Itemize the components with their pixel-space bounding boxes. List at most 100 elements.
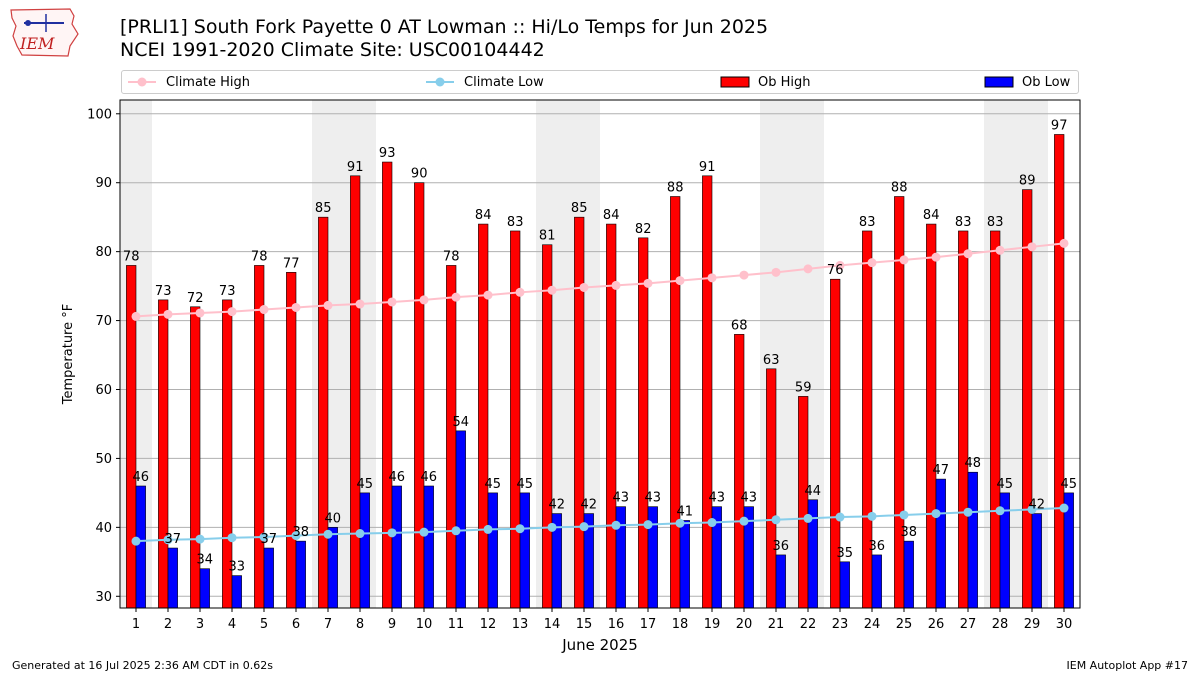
chart-subtitle: NCEI 1991-2020 Climate Site: USC00104442 — [120, 39, 545, 61]
y-tick-label: 90 — [95, 176, 112, 191]
x-tick-label: 20 — [736, 617, 753, 632]
ob-low-bar — [455, 430, 466, 609]
ob-low-value-label: 42 — [1029, 498, 1046, 513]
ob-high-bar — [510, 230, 521, 609]
ob-low-value-label: 54 — [453, 415, 470, 430]
climate-high-point — [483, 290, 493, 300]
ob-high-bar — [318, 216, 329, 609]
ob-high-value-label: 85 — [571, 201, 588, 216]
ob-low-value-label: 45 — [357, 477, 374, 492]
ob-high-value-label: 63 — [763, 353, 780, 368]
climate-high-point — [1027, 242, 1037, 252]
ob-high-bar — [798, 396, 809, 609]
x-tick-label: 12 — [480, 617, 497, 632]
x-tick-label: 15 — [576, 617, 593, 632]
climate-low-point — [291, 531, 301, 541]
x-tick-label: 25 — [896, 617, 913, 632]
x-tick-label: 16 — [608, 617, 625, 632]
ob-high-value-label: 91 — [347, 160, 364, 175]
x-axis-label: June 2025 — [561, 636, 638, 654]
legend-item-climate-low: Climate Low — [424, 71, 544, 93]
climate-high-point — [803, 264, 813, 274]
ob-low-value-label: 46 — [421, 470, 438, 485]
ob-low-value-label: 47 — [933, 463, 950, 478]
ob-high-value-label: 97 — [1051, 118, 1068, 133]
ob-low-value-label: 37 — [261, 532, 278, 547]
climate-high-point — [643, 278, 653, 288]
ob-high-bar — [766, 368, 777, 609]
y-tick-label: 70 — [95, 314, 112, 329]
ob-high-bar — [702, 175, 713, 609]
ob-low-value-label: 40 — [325, 511, 342, 526]
logo-text: IEM — [19, 34, 55, 53]
station-dot-shape — [25, 20, 31, 26]
legend-label: Climate High — [166, 74, 251, 90]
climate-low-point — [771, 515, 781, 525]
ob-high-value-label: 84 — [603, 208, 620, 223]
climate-low-point — [323, 529, 333, 539]
ob-low-value-label: 45 — [997, 477, 1014, 492]
ob-high-bar — [350, 175, 361, 609]
legend-item-climate-high: Climate High — [126, 71, 250, 93]
ob-low-bar — [679, 520, 690, 609]
ob-high-value-label: 88 — [891, 180, 908, 195]
climate-high-point — [739, 270, 749, 280]
climate-high-point — [419, 295, 429, 305]
climate-low-point — [163, 535, 173, 545]
ob-high-value-label: 83 — [955, 215, 972, 230]
climate-low-line — [135, 507, 1065, 543]
climate-high-point — [387, 297, 397, 307]
ob-high-bar — [446, 265, 457, 609]
ob-high-bar — [734, 334, 745, 609]
x-tick-label: 17 — [640, 617, 657, 632]
legend-label: Ob Low — [1022, 74, 1071, 90]
climate-low-point — [259, 532, 269, 542]
ob-low-bar — [391, 485, 402, 609]
x-tick-label: 26 — [928, 617, 945, 632]
ob-low-value-label: 35 — [837, 546, 854, 561]
climate-low-point — [483, 524, 493, 534]
climate-high-point — [675, 276, 685, 286]
ob-low-bar — [231, 575, 242, 609]
ob-high-bar — [1054, 134, 1065, 609]
y-axis-label: Temperature °F — [61, 304, 76, 405]
iem-logo: IEM — [10, 8, 79, 57]
ob-high-value-label: 85 — [315, 201, 332, 216]
ob-high-value-label: 84 — [475, 208, 492, 223]
ob-low-bar — [263, 547, 274, 609]
ob-low-bar — [295, 540, 306, 609]
climate-low-point — [995, 506, 1005, 516]
ob-low-value-label: 42 — [581, 498, 598, 513]
climate-low-point — [1059, 503, 1069, 513]
ob-high-value-label: 59 — [795, 380, 812, 395]
ob-low-value-label: 37 — [165, 532, 182, 547]
ob-high-bar — [414, 182, 425, 609]
climate-high-point — [291, 302, 301, 312]
climate-low-point — [899, 510, 909, 520]
y-tick-label: 40 — [95, 521, 112, 536]
climate-low-point — [835, 512, 845, 522]
climate-high-point — [579, 282, 589, 292]
ob-low-bar — [359, 492, 370, 609]
generated-timestamp: Generated at 16 Jul 2025 2:36 AM CDT in … — [12, 659, 273, 672]
ob-low-value-label: 45 — [485, 477, 502, 492]
climate-high-point — [1059, 238, 1069, 248]
x-tick-label: 3 — [196, 617, 204, 632]
ob-low-value-label: 43 — [709, 491, 726, 506]
ob-high-value-label: 82 — [635, 222, 652, 237]
ob-low-value-label: 38 — [293, 525, 310, 540]
ob-high-value-label: 77 — [283, 256, 300, 271]
ob-high-value-label: 91 — [699, 160, 716, 175]
climate-low-point — [227, 533, 237, 543]
ob-low-value-label: 43 — [741, 491, 758, 506]
climate-high-point — [195, 308, 205, 318]
ob-high-bar — [158, 299, 169, 609]
legend-label: Climate Low — [464, 74, 544, 90]
climate-high-point — [163, 309, 173, 319]
climate-high-point — [995, 245, 1005, 255]
x-tick-label: 27 — [960, 617, 977, 632]
x-tick-label: 21 — [768, 617, 785, 632]
climate-high-point — [515, 287, 525, 297]
ob-low-bar — [167, 547, 178, 609]
